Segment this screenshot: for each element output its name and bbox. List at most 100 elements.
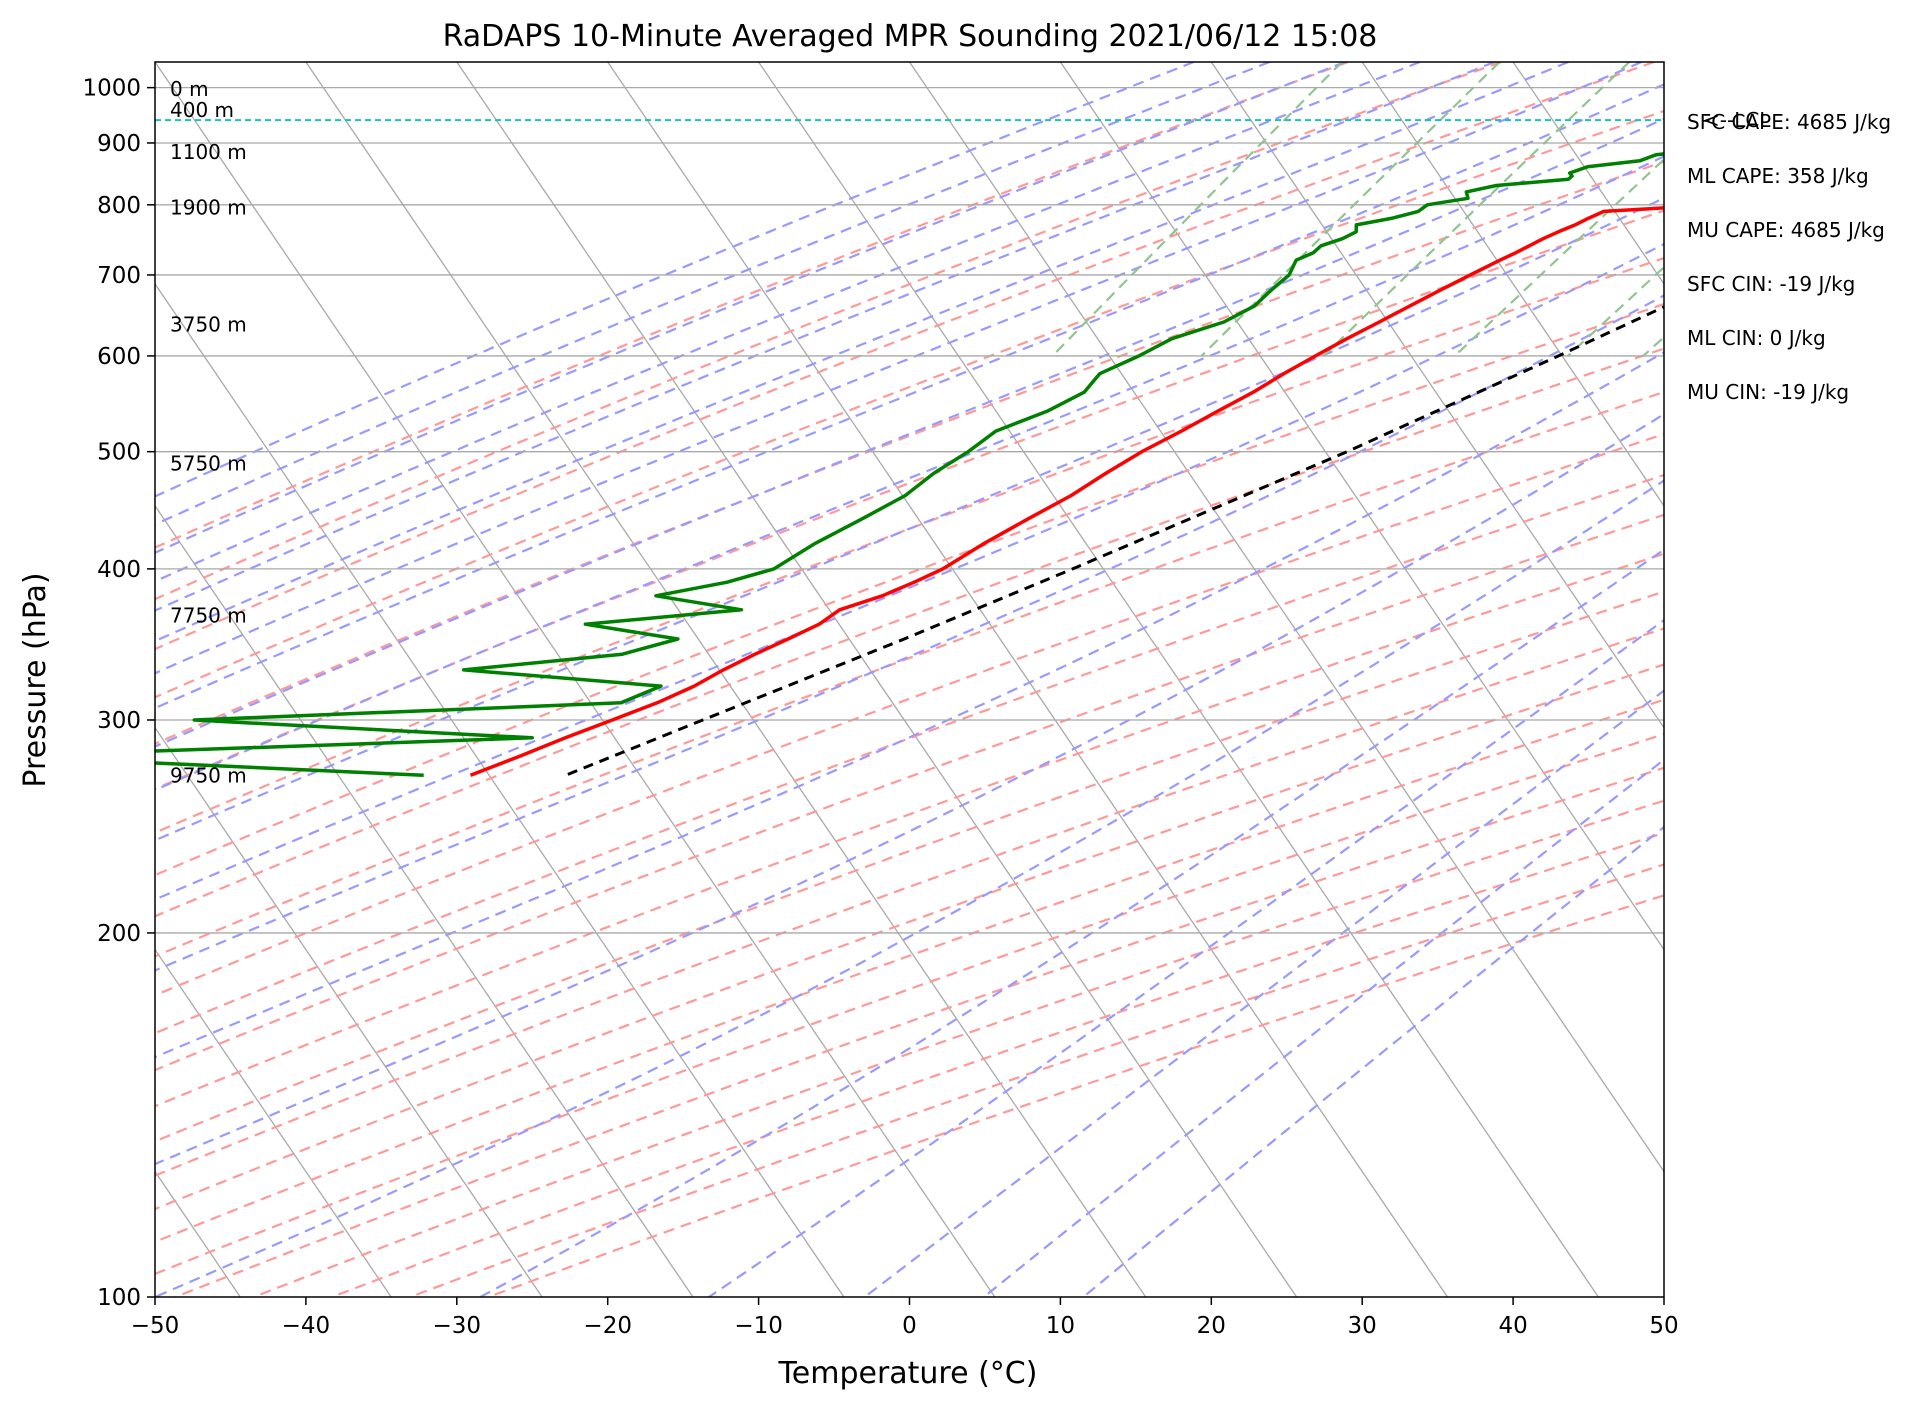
dry-adiabat-line xyxy=(155,209,1664,791)
mixing-ratio-line xyxy=(1747,62,1925,356)
y-tick-label: 800 xyxy=(97,193,141,219)
dry-adiabat-line xyxy=(155,590,1664,1143)
moist-adiabat-line xyxy=(863,689,1664,1297)
moist-adiabat-line xyxy=(155,62,1569,643)
moist-adiabat-line xyxy=(155,62,1346,554)
dewpoint-line xyxy=(155,152,1664,778)
isotherm-line xyxy=(155,504,694,1297)
mixing-ratio-line xyxy=(1642,335,1664,357)
moist-adiabat-line xyxy=(155,62,1195,498)
moist-adiabat-line xyxy=(1082,825,1664,1297)
y-tick-label: 500 xyxy=(97,440,141,466)
x-tick-label: 30 xyxy=(1348,1313,1377,1339)
x-tick-label: 10 xyxy=(1046,1313,1075,1339)
dry-adiabat-line xyxy=(253,799,1664,1297)
y-tick-label: 600 xyxy=(97,344,141,370)
dry-adiabat-line xyxy=(155,256,1664,834)
moist-adiabat-line xyxy=(155,62,1270,526)
mixing-ratio-line xyxy=(1567,265,1664,357)
stability-indices: SFC CAPE: 4685 J/kg ML CAPE: 358 J/kg MU C… xyxy=(1687,110,1891,404)
height-label: 400 m xyxy=(170,98,234,122)
moist-adiabat-line xyxy=(983,758,1664,1297)
isotherm-line xyxy=(456,62,1298,1297)
plot-frame xyxy=(154,61,1665,1298)
dry-adiabat-line xyxy=(155,627,1664,1177)
stability-index-text: SFC CIN: -19 J/kg xyxy=(1687,272,1855,296)
mixing-ratio-line xyxy=(1322,62,1631,357)
x-tick-label: 40 xyxy=(1498,1313,1527,1339)
isotherm-line xyxy=(155,282,845,1297)
lcl-label: <--LCL xyxy=(1703,108,1771,132)
y-axis-ticks: 100 200 300 400 500 600 700 800 900 1000 xyxy=(82,76,155,1311)
pressure-gridlines xyxy=(155,86,1664,934)
x-tick-label: −20 xyxy=(583,1313,632,1339)
mixing-ratio-line xyxy=(1908,62,1925,356)
mixing-ratio-line xyxy=(1051,62,1343,357)
y-tick-label: 900 xyxy=(97,131,141,157)
height-label: 9750 m xyxy=(170,763,247,787)
height-label: 0 m xyxy=(170,77,209,101)
y-tick-label: 700 xyxy=(97,263,141,289)
stability-index-text: ML CIN: 0 J/kg xyxy=(1687,326,1826,350)
dry-adiabat-line xyxy=(155,62,1655,651)
isotherm-line xyxy=(1210,62,1664,729)
dry-adiabat-line xyxy=(155,698,1664,1243)
isotherm-line xyxy=(1059,62,1664,951)
dry-adiabat-line xyxy=(155,663,1664,1211)
moist-adiabat-line xyxy=(155,294,1664,972)
stability-index-text: ML CAPE: 358 J/kg xyxy=(1687,164,1869,188)
height-label: 1100 m xyxy=(170,140,247,164)
stability-index-text: MU CIN: -19 J/kg xyxy=(1687,380,1849,404)
isotherm-line xyxy=(305,62,1147,1297)
dry-adiabat-line xyxy=(155,733,1664,1276)
x-tick-label: −30 xyxy=(433,1313,482,1339)
height-label: 1900 m xyxy=(170,195,247,219)
moist-adiabat-line xyxy=(155,479,1664,1297)
dry-adiabat-line xyxy=(155,552,1664,1108)
x-axis-title: Temperature (°C) xyxy=(778,1356,1038,1391)
moist-adiabat-line xyxy=(155,62,1642,675)
moist-adiabat-line xyxy=(479,548,1664,1297)
dry-adiabat-line xyxy=(155,347,1664,918)
chart-title: RaDAPS 10-Minute Averaged MPR Sounding 2… xyxy=(443,19,1378,54)
moist-adiabat-line xyxy=(155,62,1421,583)
height-labels: 9750 m 7750 m 5750 m 3750 m 1900 m 1100 m 400 … xyxy=(170,77,247,787)
dry-adiabat-line xyxy=(174,766,1664,1297)
isotherm-line xyxy=(607,62,1449,1297)
x-tick-label: 50 xyxy=(1649,1313,1678,1339)
parcel-line xyxy=(565,305,1664,777)
isotherm-line xyxy=(1663,62,1664,64)
dry-adiabat-line xyxy=(155,109,1664,699)
stability-index-text: MU CAPE: 4685 J/kg xyxy=(1687,218,1885,242)
background-lines xyxy=(155,62,1925,1297)
isotherm-line xyxy=(1815,62,1925,1297)
mixing-ratio-line xyxy=(1200,62,1501,357)
x-tick-label: 0 xyxy=(902,1313,917,1339)
dry-adiabat-line xyxy=(155,302,1664,877)
dry-adiabat-line xyxy=(155,62,1502,601)
y-axis-title: Pressure (hPa) xyxy=(18,572,53,787)
dry-adiabat-line xyxy=(155,473,1664,1035)
y-tick-label: 100 xyxy=(97,1285,141,1311)
isotherm-line xyxy=(1512,62,1664,286)
dry-adiabat-line xyxy=(155,513,1664,1072)
y-tick-label: 300 xyxy=(97,708,141,734)
temperature-line xyxy=(469,206,1664,777)
y-tick-label: 200 xyxy=(97,921,141,947)
stability-index-text: SFC CAPE: 4685 J/kg xyxy=(1687,110,1891,134)
isotherm-line xyxy=(155,726,543,1297)
isotherm-line xyxy=(1361,62,1664,507)
x-tick-label: −40 xyxy=(282,1313,331,1339)
x-tick-label: −50 xyxy=(131,1313,180,1339)
y-tick-label: 400 xyxy=(97,557,141,583)
x-axis-ticks: −50 −40 −30 −20 −10 0 10 20 30 40 50 xyxy=(131,1297,1679,1339)
y-tick-label: 1000 xyxy=(82,76,141,102)
x-tick-label: −10 xyxy=(734,1313,783,1339)
mixing-ratio-line xyxy=(1454,157,1664,357)
dry-adiabat-line xyxy=(155,432,1664,997)
moist-adiabat-line xyxy=(155,242,1664,901)
moist-adiabat-line xyxy=(155,413,1664,1166)
moist-adiabat-line xyxy=(155,117,1664,748)
height-label: 5750 m xyxy=(170,451,247,475)
